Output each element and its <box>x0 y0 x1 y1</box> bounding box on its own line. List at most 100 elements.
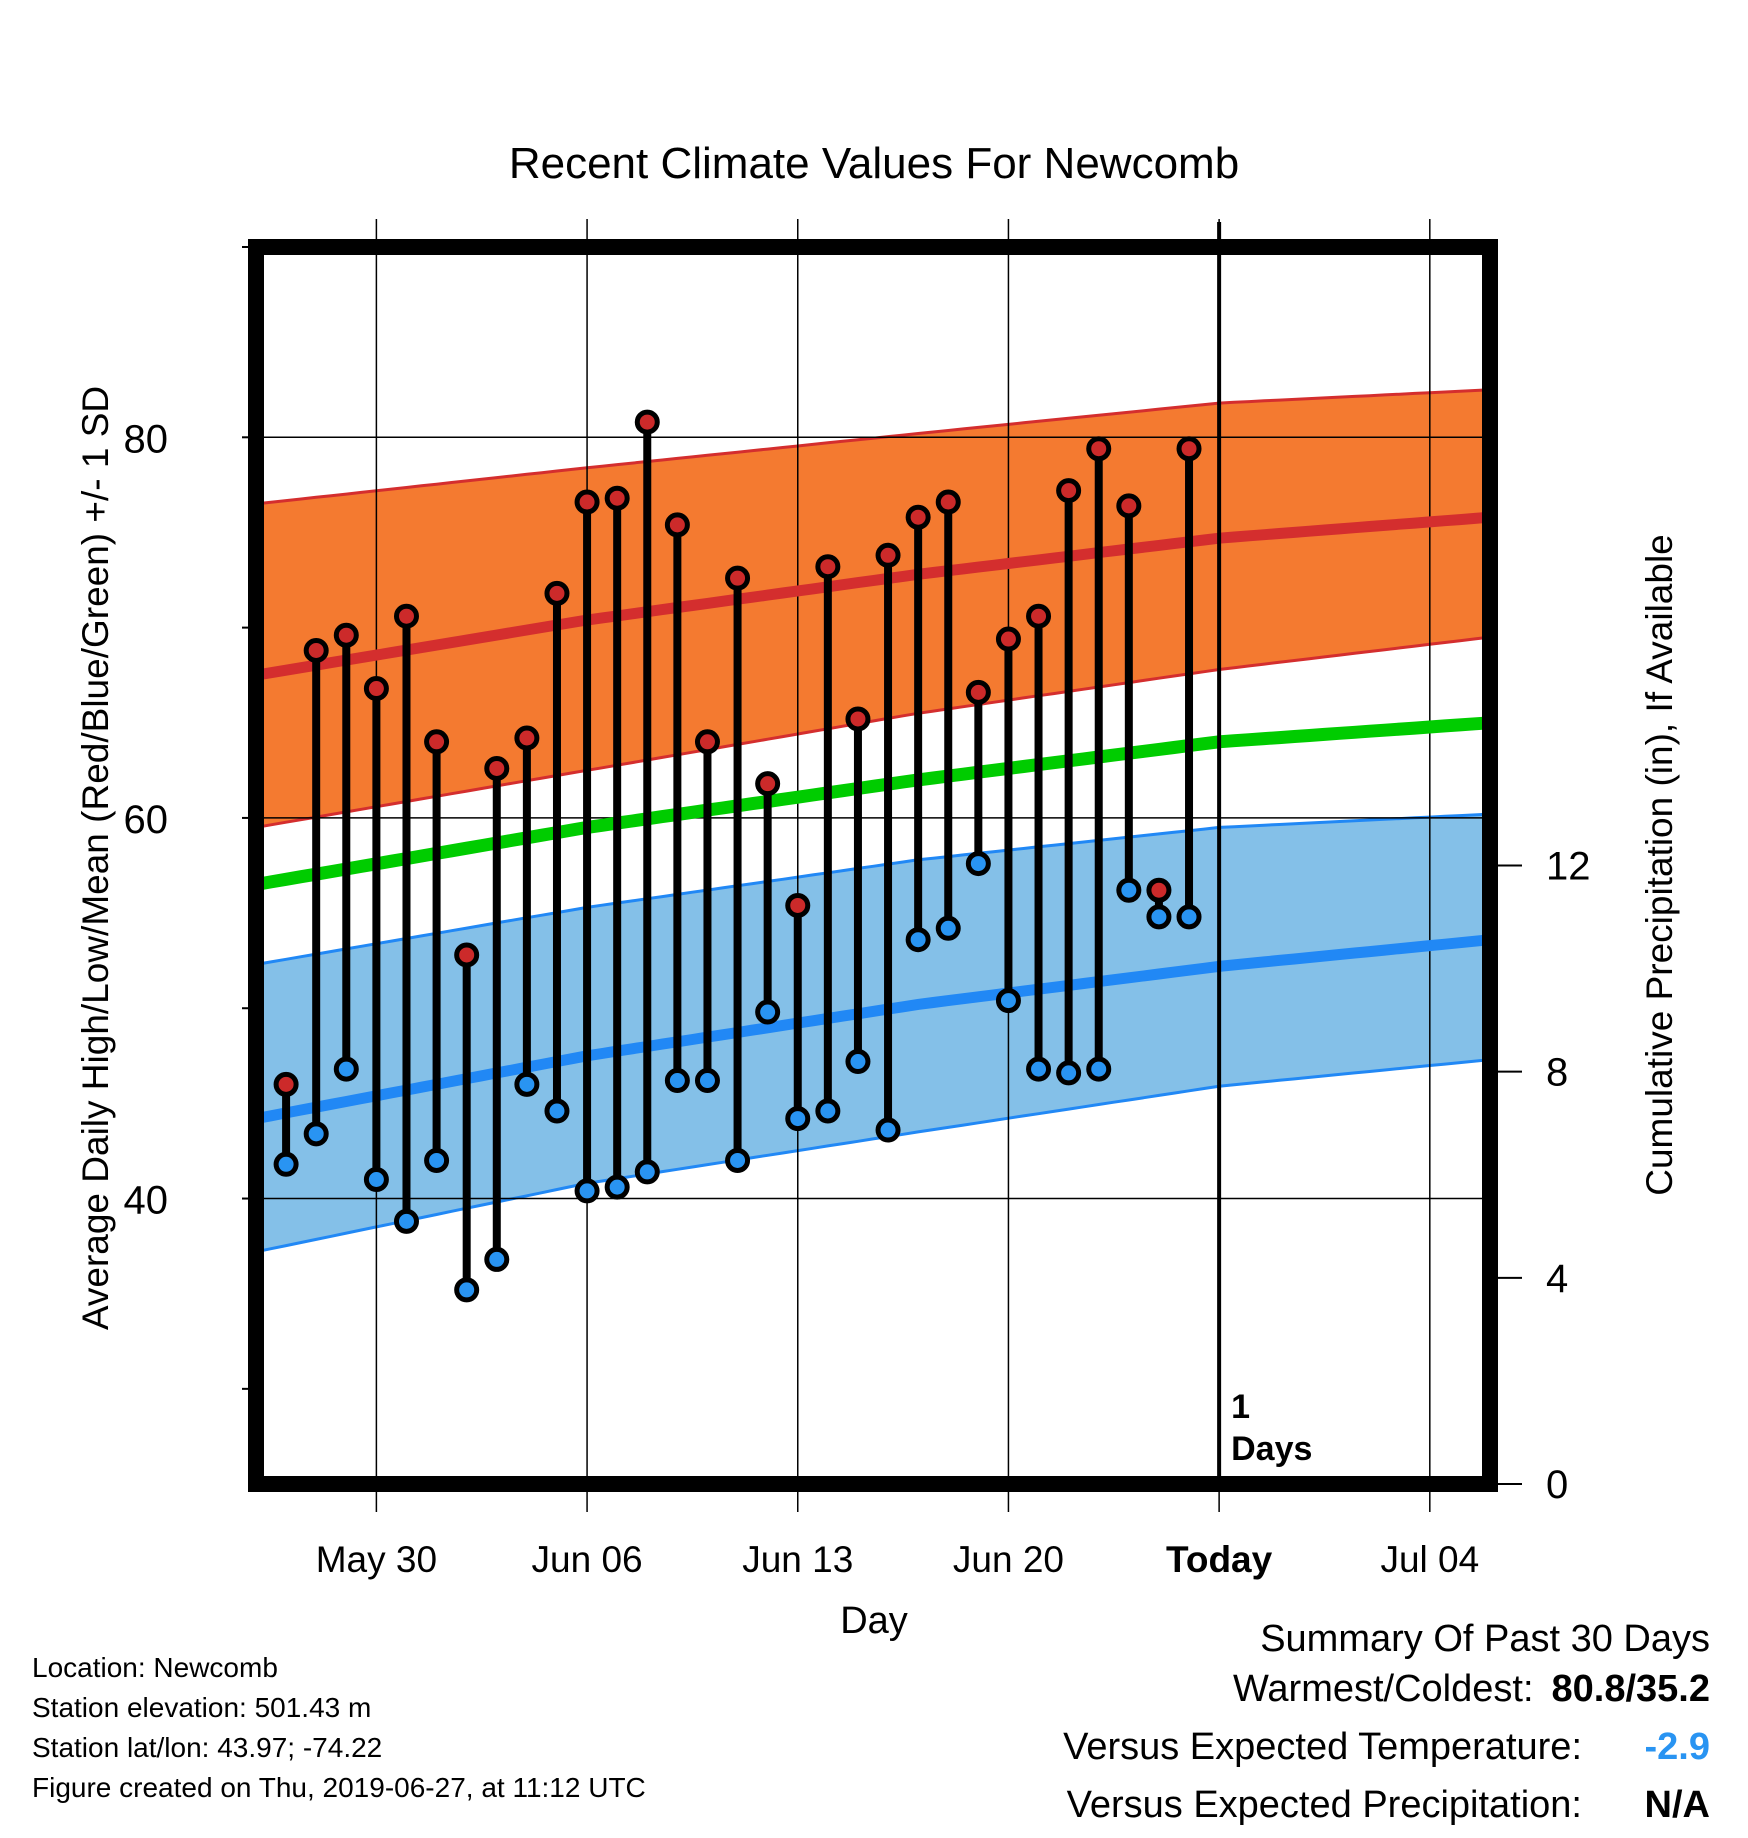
high-point <box>1116 493 1142 519</box>
high-point <box>333 622 359 648</box>
low-point <box>634 1159 660 1185</box>
high-point <box>604 485 630 511</box>
low-point <box>965 851 991 877</box>
summary-panel: Summary Of Past 30 Days Warmest/Coldest:… <box>1063 1614 1710 1838</box>
low-point <box>454 1277 480 1303</box>
low-point <box>273 1151 299 1177</box>
low-point <box>1056 1060 1082 1086</box>
high-point <box>634 409 660 435</box>
y2-tick-label: 8 <box>1546 1051 1568 1095</box>
high-mean-line <box>255 511 1491 681</box>
high-point <box>664 512 690 538</box>
low-point <box>815 1098 841 1124</box>
location-text: Location: Newcomb <box>32 1652 278 1683</box>
low-point <box>935 915 961 941</box>
created-text: Figure created on Thu, 2019-06-27, at 11… <box>32 1772 646 1803</box>
low-sd-upper-line <box>255 812 1491 966</box>
low-point <box>785 1106 811 1132</box>
low-point <box>905 927 931 953</box>
low-point <box>755 999 781 1025</box>
low-point <box>725 1147 751 1173</box>
x-tick-label: Jun 20 <box>953 1539 1064 1580</box>
high-point <box>785 892 811 918</box>
warmest-row: Warmest/Coldest: 80.8/35.2 <box>1063 1664 1710 1722</box>
high-point <box>1176 436 1202 462</box>
x-tick-label: Today <box>1166 1539 1273 1580</box>
y2-tick-label: 0 <box>1546 1463 1568 1507</box>
low-point <box>604 1174 630 1200</box>
high-point <box>393 603 419 629</box>
precip-label: Versus Expected Precipitation: <box>1066 1784 1582 1826</box>
high-point <box>273 1071 299 1097</box>
low-point <box>333 1056 359 1082</box>
high-point <box>574 489 600 515</box>
temp-label: Versus Expected Temperature: <box>1063 1726 1582 1768</box>
low-point <box>363 1167 389 1193</box>
high-point <box>544 580 570 606</box>
low-point <box>393 1208 419 1234</box>
high-point <box>484 755 510 781</box>
x-axis-label: Day <box>840 1600 908 1642</box>
low-sd-band <box>256 814 1490 1252</box>
low-point <box>1146 904 1172 930</box>
low-point <box>1176 904 1202 930</box>
low-mean-line <box>254 934 1491 1125</box>
high-point <box>694 729 720 755</box>
x-tick-label: Jul 04 <box>1380 1539 1479 1580</box>
y2-tick-label: 4 <box>1546 1257 1568 1301</box>
elevation-text: Station elevation: 501.43 m <box>32 1692 372 1723</box>
low-point <box>514 1071 540 1097</box>
temp-value: -2.9 <box>1644 1726 1710 1768</box>
low-point <box>664 1068 690 1094</box>
high-point <box>995 626 1021 652</box>
y-axis-label: Average Daily High/Low/Mean (Red/Blue/Gr… <box>75 386 116 1330</box>
summary-heading: Summary Of Past 30 Days <box>1260 1618 1710 1660</box>
high-sd-lower-line <box>255 635 1491 829</box>
high-point <box>454 942 480 968</box>
high-point <box>424 729 450 755</box>
low-point <box>544 1098 570 1124</box>
high-point <box>303 637 329 663</box>
low-point <box>424 1147 450 1173</box>
high-point <box>755 771 781 797</box>
high-point <box>965 679 991 705</box>
low-point <box>1086 1056 1112 1082</box>
low-point <box>694 1068 720 1094</box>
x-tick-label: Jun 13 <box>742 1539 853 1580</box>
y2-tick-label: 12 <box>1546 845 1591 889</box>
warmest-value: 80.8/35.2 <box>1551 1668 1710 1710</box>
high-point <box>1026 603 1052 629</box>
y-tick-label: 60 <box>124 798 169 842</box>
high-point <box>1056 478 1082 504</box>
station-info: Location: Newcomb Station elevation: 501… <box>32 1648 646 1808</box>
low-point <box>1026 1056 1052 1082</box>
high-point <box>1086 436 1112 462</box>
high-point <box>514 725 540 751</box>
y-tick-label: 80 <box>124 417 169 461</box>
low-point <box>1116 877 1142 903</box>
low-point <box>574 1178 600 1204</box>
low-point <box>484 1246 510 1272</box>
high-sd-band <box>256 389 1490 828</box>
latlon-text: Station lat/lon: 43.97; -74.22 <box>32 1732 383 1763</box>
avg-mean-line <box>254 716 1491 891</box>
low-point <box>995 988 1021 1014</box>
precip-row: Versus Expected Precipitation: N/A <box>1063 1780 1710 1838</box>
low-point <box>875 1117 901 1143</box>
y-tick-label: 40 <box>124 1179 169 1223</box>
precip-value: N/A <box>1644 1784 1710 1826</box>
x-tick-label: Jun 06 <box>532 1539 643 1580</box>
x-tick-label: May 30 <box>316 1539 437 1580</box>
temp-row: Versus Expected Temperature: -2.9 <box>1063 1722 1710 1780</box>
today-days-label: Days <box>1231 1430 1312 1468</box>
today-count-label: 1 <box>1231 1388 1250 1426</box>
high-point <box>935 489 961 515</box>
high-point <box>845 706 871 732</box>
low-sd-lower-line <box>255 1058 1491 1254</box>
high-sd-upper-line <box>255 388 1491 506</box>
high-point <box>725 565 751 591</box>
high-point <box>875 542 901 568</box>
high-point <box>905 504 931 530</box>
chart-title: Recent Climate Values For Newcomb <box>509 139 1239 188</box>
